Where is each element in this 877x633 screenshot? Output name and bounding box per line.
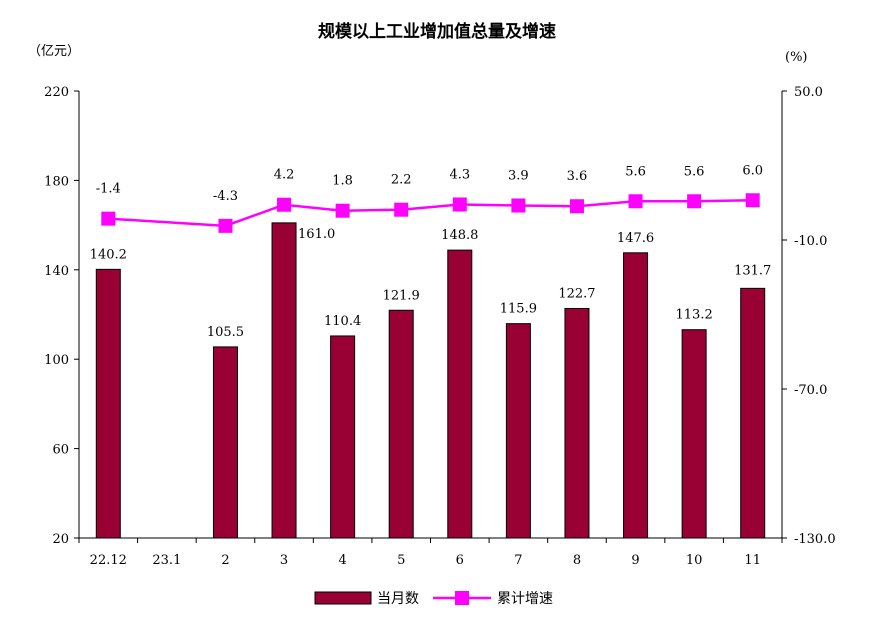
- line-marker: [511, 198, 526, 213]
- line-marker: [335, 203, 350, 218]
- legend: 当月数 累计增速: [314, 591, 553, 607]
- line-marker: [452, 197, 467, 212]
- bars: [95, 222, 766, 539]
- bar-value-label: 121.9: [383, 288, 420, 303]
- x-tick-label: 8: [573, 553, 581, 568]
- bar: [271, 222, 297, 539]
- bar: [95, 268, 121, 539]
- bar: [505, 323, 531, 539]
- line-marker: [628, 194, 643, 209]
- right-tick-label: -10.0: [794, 234, 827, 249]
- x-tick-label: 11: [744, 553, 761, 568]
- bar-value-label: 147.6: [617, 231, 654, 246]
- right-tick-label: -70.0: [794, 383, 827, 398]
- line-value-label: 5.6: [625, 164, 646, 179]
- legend-bar-label: 当月数: [377, 591, 419, 607]
- x-tick-label: 22.12: [90, 553, 127, 568]
- bar-value-label: 110.4: [324, 314, 361, 329]
- x-tick-label: 9: [631, 553, 639, 568]
- bar-value-label: 113.2: [676, 308, 713, 323]
- x-tick-label: 7: [514, 553, 522, 568]
- bar-value-label: 115.9: [500, 302, 537, 317]
- bar-value-label: 148.8: [441, 228, 478, 243]
- left-tick-label: 60: [52, 443, 69, 458]
- line-series: [101, 193, 760, 233]
- left-tick-label: 180: [44, 174, 69, 189]
- bar: [212, 346, 238, 539]
- data-labels: 140.2 105.5 161.0 110.4 121.9 148.8 115.9 122.7…: [90, 163, 772, 340]
- left-tick-label: 140: [44, 264, 69, 279]
- line-value-label: -4.3: [213, 189, 238, 204]
- bar-value-label: 161.0: [298, 227, 335, 242]
- line-value-label: 5.6: [684, 164, 705, 179]
- bar-value-label: 122.7: [558, 286, 595, 301]
- left-tick-label: 100: [44, 353, 69, 368]
- bar-value-label: 131.7: [734, 263, 771, 278]
- right-tick-label: -130.0: [794, 532, 836, 547]
- bar-value-label: 105.5: [207, 325, 244, 340]
- axes: 20 60 100 140 180 220 -130.0 -70.0 -10.0 50.0 22.1…: [44, 85, 835, 568]
- x-tick-label: 3: [280, 553, 288, 568]
- line-value-label: 4.3: [449, 167, 470, 182]
- line-value-label: 4.2: [274, 168, 295, 183]
- x-tick-label: 5: [397, 553, 405, 568]
- legend-line-marker: [455, 591, 469, 605]
- left-axis-unit: （亿元）: [28, 44, 80, 59]
- bar: [388, 309, 414, 539]
- bar-value-label: 140.2: [90, 247, 127, 262]
- line-value-label: 3.6: [567, 169, 588, 184]
- bar: [330, 335, 356, 539]
- chart-title: 规模以上工业增加值总量及增速: [318, 21, 556, 42]
- x-tick-label: 23.1: [152, 553, 181, 568]
- right-axis-unit: (%): [785, 50, 808, 65]
- x-tick-label: 2: [221, 553, 229, 568]
- line-marker: [745, 193, 760, 208]
- legend-bar-swatch: [314, 591, 372, 605]
- line-marker: [101, 211, 116, 226]
- bar: [447, 249, 473, 539]
- legend-line-label: 累计增速: [497, 591, 553, 607]
- line-value-label: 3.9: [508, 168, 529, 183]
- x-tick-label: 6: [456, 553, 464, 568]
- x-tick-label: 10: [686, 553, 703, 568]
- left-tick-label: 20: [52, 532, 69, 547]
- line-marker: [277, 197, 292, 212]
- line-value-label: 1.8: [332, 174, 353, 189]
- bar: [740, 287, 766, 539]
- line-value-label: 2.2: [391, 173, 412, 188]
- bar: [681, 329, 707, 539]
- left-tick-label: 220: [44, 85, 69, 100]
- x-tick-label: 4: [338, 553, 346, 568]
- bar: [623, 252, 649, 539]
- right-tick-label: 50.0: [794, 85, 823, 100]
- line-value-label: -1.4: [96, 182, 121, 197]
- line-marker: [394, 202, 409, 217]
- line-marker: [218, 218, 233, 233]
- line-marker: [569, 199, 584, 214]
- bar: [564, 307, 590, 539]
- line-value-label: 6.0: [742, 163, 763, 178]
- line-marker: [687, 194, 702, 209]
- line-path: [108, 199, 753, 228]
